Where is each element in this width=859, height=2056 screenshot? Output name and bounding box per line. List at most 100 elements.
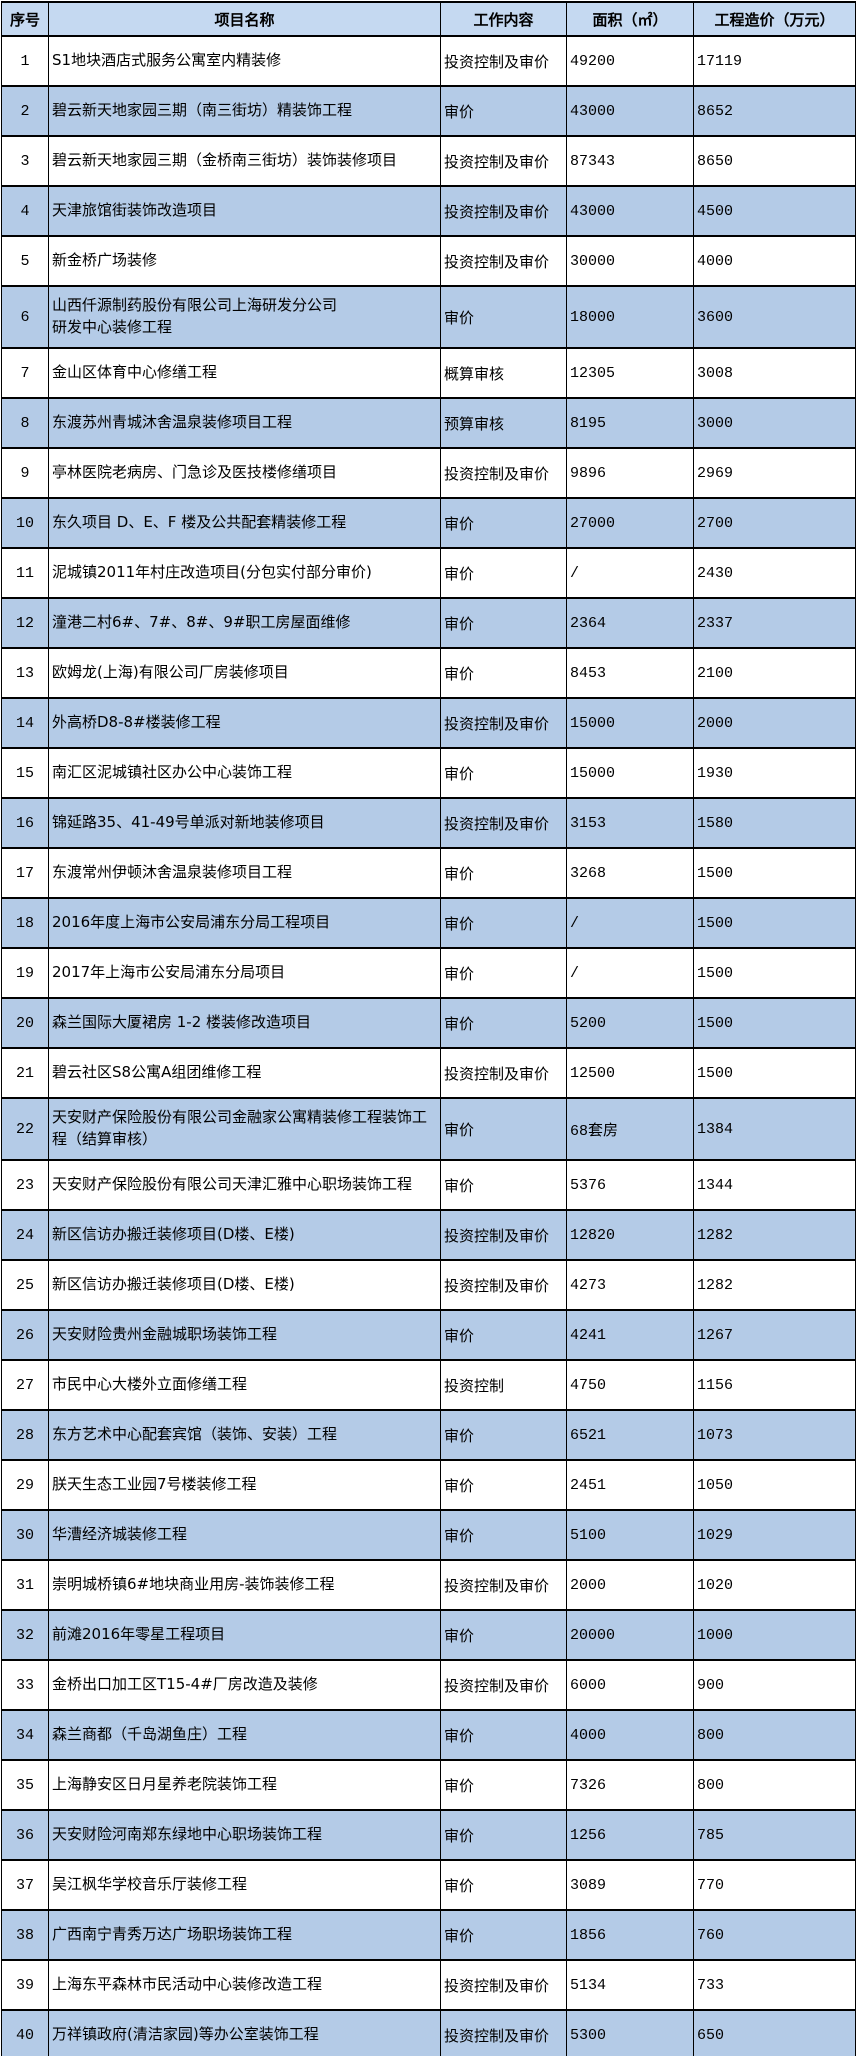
cell-work: 审价	[440, 597, 567, 649]
cell-name: 金桥出口加工区T15-4#厂房改造及装修	[48, 1659, 441, 1711]
cell-work: 审价	[440, 747, 567, 799]
cell-cost: 4000	[693, 235, 856, 287]
cell-no: 12	[1, 597, 49, 649]
header-row: 序号 项目名称 工作内容 面积（㎡） 工程造价（万元）	[1, 1, 856, 37]
table-row: 15 南汇区泥城镇社区办公中心装饰工程 审价 15000 1930	[1, 747, 856, 799]
cell-name: 金山区体育中心修缮工程	[48, 347, 441, 399]
cell-cost: 1267	[693, 1309, 856, 1361]
header-cost: 工程造价（万元）	[693, 1, 856, 37]
cell-area: 87343	[566, 135, 694, 187]
cell-name: 潼港二村6#、7#、8#、9#职工房屋面维修	[48, 597, 441, 649]
cell-area: 3153	[566, 797, 694, 849]
cell-area: 2451	[566, 1459, 694, 1511]
header-no: 序号	[1, 1, 49, 37]
cell-name: 东方艺术中心配套宾馆（装饰、安装）工程	[48, 1409, 441, 1461]
cell-work: 审价	[440, 847, 567, 899]
cell-cost: 2430	[693, 547, 856, 599]
cell-no: 40	[1, 2009, 49, 2056]
table-row: 22 天安财产保险股份有限公司金融家公寓精装修工程装饰工程（结算审核） 审价 68套房…	[1, 1097, 856, 1161]
cell-work: 预算审核	[440, 397, 567, 449]
table-row: 29 朕天生态工业园7号楼装修工程 审价 2451 1050	[1, 1459, 856, 1511]
cell-cost: 17119	[693, 35, 856, 87]
cell-no: 24	[1, 1209, 49, 1261]
cell-cost: 1282	[693, 1209, 856, 1261]
cell-no: 30	[1, 1509, 49, 1561]
cell-cost: 650	[693, 2009, 856, 2056]
cell-no: 7	[1, 347, 49, 399]
cell-no: 10	[1, 497, 49, 549]
cell-cost: 2337	[693, 597, 856, 649]
cell-cost: 1500	[693, 897, 856, 949]
cell-area: /	[566, 547, 694, 599]
cell-area: 4000	[566, 1709, 694, 1761]
cell-area: 3268	[566, 847, 694, 899]
cell-work: 投资控制及审价	[440, 1559, 567, 1611]
table-row: 36 天安财险河南郑东绿地中心职场装饰工程 审价 1256 785	[1, 1809, 856, 1861]
table-row: 9 亭林医院老病房、门急诊及医技楼修缮项目 投资控制及审价 9896 2969	[1, 447, 856, 499]
cell-cost: 8650	[693, 135, 856, 187]
cell-cost: 1580	[693, 797, 856, 849]
table-row: 5 新金桥广场装修 投资控制及审价 30000 4000	[1, 235, 856, 287]
cell-work: 审价	[440, 1609, 567, 1661]
cell-no: 34	[1, 1709, 49, 1761]
cell-no: 1	[1, 35, 49, 87]
cell-work: 审价	[440, 547, 567, 599]
table-row: 28 东方艺术中心配套宾馆（装饰、安装）工程 审价 6521 1073	[1, 1409, 856, 1461]
cell-no: 19	[1, 947, 49, 999]
table-row: 2 碧云新天地家园三期（南三街坊）精装饰工程 审价 43000 8652	[1, 85, 856, 137]
cell-area: 5100	[566, 1509, 694, 1561]
table-row: 17 东渡常州伊顿沐舍温泉装修项目工程 审价 3268 1500	[1, 847, 856, 899]
table-row: 40 万祥镇政府(清洁家园)等办公室装饰工程 投资控制及审价 5300 650	[1, 2009, 856, 2056]
cell-work: 投资控制及审价	[440, 1209, 567, 1261]
cell-no: 26	[1, 1309, 49, 1361]
cell-area: 6521	[566, 1409, 694, 1461]
cell-no: 31	[1, 1559, 49, 1611]
cell-name: 新金桥广场装修	[48, 235, 441, 287]
cell-area: /	[566, 897, 694, 949]
header-work: 工作内容	[440, 1, 567, 37]
cell-name: 天安财险贵州金融城职场装饰工程	[48, 1309, 441, 1361]
table-row: 21 碧云社区S8公寓A组团维修工程 投资控制及审价 12500 1500	[1, 1047, 856, 1099]
cell-name: 天津旅馆街装饰改造项目	[48, 185, 441, 237]
cell-name: 天安财产保险股份有限公司金融家公寓精装修工程装饰工程（结算审核）	[48, 1097, 441, 1161]
cell-work: 审价	[440, 947, 567, 999]
cell-name: 碧云社区S8公寓A组团维修工程	[48, 1047, 441, 1099]
cell-name: 华漕经济城装修工程	[48, 1509, 441, 1561]
cell-work: 概算审核	[440, 347, 567, 399]
cell-work: 审价	[440, 497, 567, 549]
table-row: 39 上海东平森林市民活动中心装修改造工程 投资控制及审价 5134 733	[1, 1959, 856, 2011]
cell-no: 15	[1, 747, 49, 799]
table-row: 14 外高桥D8-8#楼装修工程 投资控制及审价 15000 2000	[1, 697, 856, 749]
table-row: 31 崇明城桥镇6#地块商业用房-装饰装修工程 投资控制及审价 2000 1020	[1, 1559, 856, 1611]
cell-area: 12305	[566, 347, 694, 399]
cell-no: 39	[1, 1959, 49, 2011]
cell-area: 15000	[566, 747, 694, 799]
table-row: 38 广西南宁青秀万达广场职场装饰工程 审价 1856 760	[1, 1909, 856, 1961]
cell-no: 32	[1, 1609, 49, 1661]
cell-cost: 1930	[693, 747, 856, 799]
cell-no: 20	[1, 997, 49, 1049]
cell-area: 8195	[566, 397, 694, 449]
cell-area: 30000	[566, 235, 694, 287]
cell-cost: 900	[693, 1659, 856, 1711]
cell-no: 22	[1, 1097, 49, 1161]
cell-work: 投资控制及审价	[440, 697, 567, 749]
cell-name: 森兰国际大厦裙房 1-2 楼装修改造项目	[48, 997, 441, 1049]
cell-area: 12820	[566, 1209, 694, 1261]
cell-no: 28	[1, 1409, 49, 1461]
table-row: 4 天津旅馆街装饰改造项目 投资控制及审价 43000 4500	[1, 185, 856, 237]
cell-work: 投资控制及审价	[440, 135, 567, 187]
cell-name: 东渡苏州青城沐舍温泉装修项目工程	[48, 397, 441, 449]
cell-work: 审价	[440, 1309, 567, 1361]
table-row: 24 新区信访办搬迁装修项目(D楼、E楼) 投资控制及审价 12820 1282	[1, 1209, 856, 1261]
cell-cost: 1500	[693, 1047, 856, 1099]
cell-area: 4273	[566, 1259, 694, 1311]
cell-area: 5200	[566, 997, 694, 1049]
cell-cost: 8652	[693, 85, 856, 137]
cell-name: 上海静安区日月星养老院装饰工程	[48, 1759, 441, 1811]
table-row: 37 吴江枫华学校音乐厅装修工程 审价 3089 770	[1, 1859, 856, 1911]
table-row: 6 山西仟源制药股份有限公司上海研发分公司 研发中心装修工程 审价 18000 3600	[1, 285, 856, 349]
cell-area: 5300	[566, 2009, 694, 2056]
cell-no: 25	[1, 1259, 49, 1311]
